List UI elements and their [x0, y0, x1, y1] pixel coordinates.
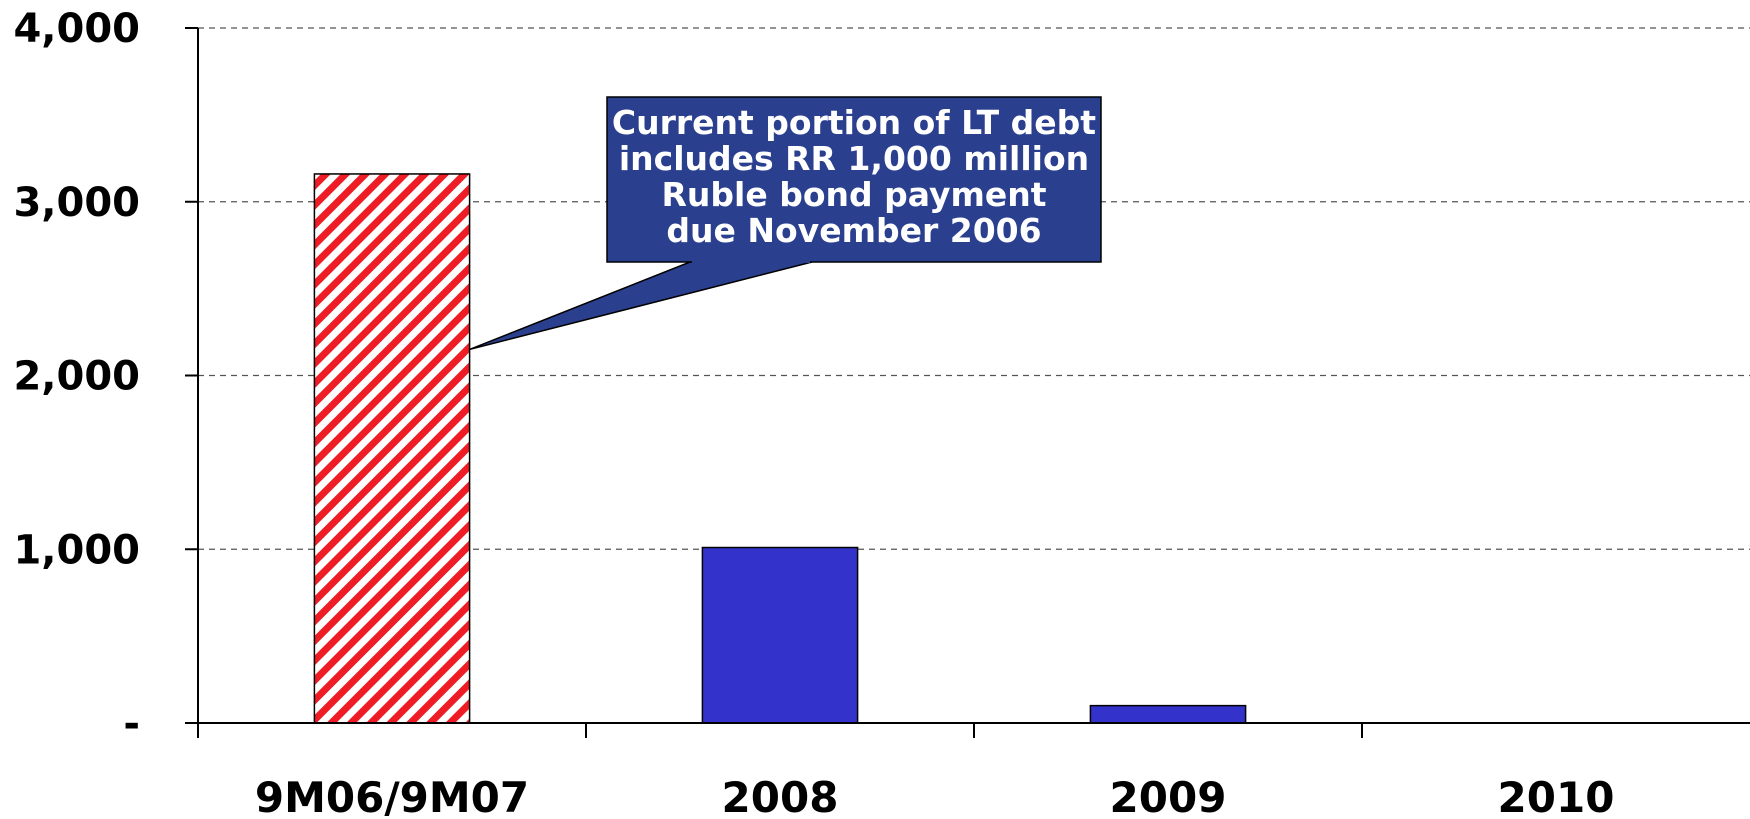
callout-line-1: includes RR 1,000 million: [619, 139, 1089, 178]
y-tick-label-3: 3,000: [13, 180, 140, 226]
bar-2008: [701, 546, 859, 724]
callout-line-0: Current portion of LT debt: [612, 103, 1096, 142]
x-axis-ticks: 9M06/9M07 2008 2009 2010: [197, 723, 1615, 819]
x-tick-label-1: 2008: [722, 773, 839, 819]
y-tick-label-4: 4,000: [13, 6, 140, 52]
bar-2009: [1089, 704, 1247, 724]
x-tick-label-0: 9M06/9M07: [255, 773, 529, 819]
y-tick-label-0: -: [123, 701, 140, 747]
callout-line-2: Ruble bond payment: [661, 175, 1046, 214]
y-axis-ticks: - 1,000 2,000 3,000 4,000: [13, 6, 198, 747]
y-tick-label-2: 2,000: [13, 354, 140, 400]
x-tick-label-2: 2009: [1110, 773, 1227, 819]
y-tick-label-1: 1,000: [13, 527, 140, 573]
callout-joint: [692, 255, 810, 263]
x-tick-label-3: 2010: [1498, 773, 1615, 819]
callout-line-3: due November 2006: [666, 211, 1041, 250]
bar-9M06/9M07: [313, 173, 471, 724]
bars: [313, 173, 1247, 724]
callout-pointer: [469, 261, 813, 351]
callout-box: [606, 96, 1102, 263]
